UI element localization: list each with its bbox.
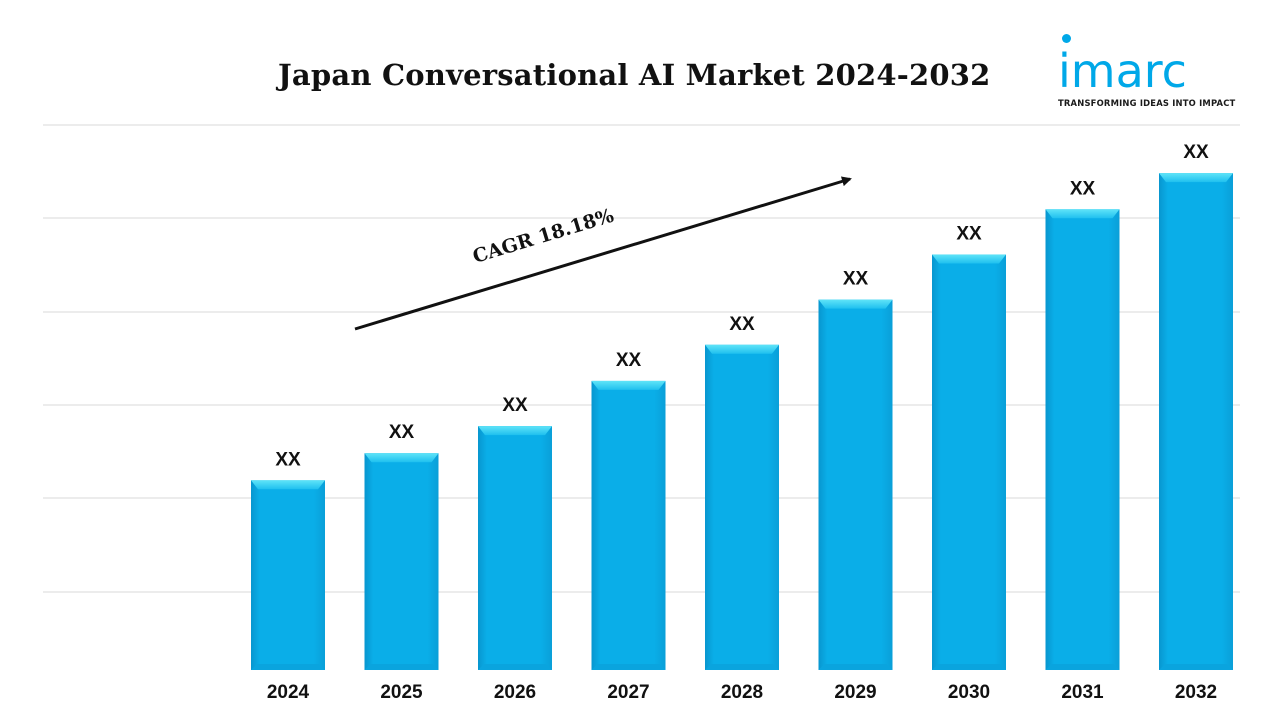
bar-cap (251, 480, 325, 490)
x-tick-label: 2028 (721, 682, 763, 703)
bar-2032 (1159, 173, 1233, 670)
bar-base (1045, 664, 1120, 670)
cagr-label: CAGR 18.18% (470, 205, 616, 268)
bar-body (364, 453, 439, 670)
bar-cap (1045, 209, 1120, 219)
bar-data-label: XX (389, 422, 415, 443)
bar-base (478, 664, 552, 670)
bar-data-label: XX (843, 269, 869, 290)
bar-base (932, 664, 1006, 670)
bar-body (478, 426, 552, 670)
bar-2024 (251, 480, 325, 670)
bar-body (818, 299, 893, 670)
logo-wordmark: imarc (1058, 44, 1187, 98)
chart-title: Japan Conversational AI Market 2024-2032 (278, 58, 991, 92)
bar-base (818, 664, 893, 670)
logo-dot-icon (1062, 34, 1071, 43)
bar-data-label: XX (1070, 178, 1096, 199)
cagr-annotation: CAGR 18.18% (354, 176, 852, 331)
x-tick-label: 2025 (380, 682, 423, 703)
x-tick-label: 2027 (607, 682, 649, 703)
bar-cap (478, 426, 552, 436)
imarc-logo: imarc TRANSFORMING IDEAS INTO IMPACT (1050, 28, 1240, 112)
bar-cap (1159, 173, 1233, 183)
bar-body (705, 344, 779, 670)
bar-data-label: XX (275, 449, 301, 470)
bar-body (591, 380, 666, 670)
bar-cap (818, 299, 893, 309)
bar-body (251, 480, 325, 670)
bar-2027 (591, 380, 666, 670)
bar-2030 (932, 254, 1006, 670)
bar-cap (591, 380, 666, 390)
bars (251, 173, 1233, 671)
bar-2028 (705, 344, 779, 670)
bar-data-label: XX (1183, 142, 1209, 163)
cagr-arrow (354, 176, 852, 331)
bar-2026 (478, 426, 552, 670)
x-tick-label: 2024 (267, 682, 310, 703)
x-tick-label: 2031 (1061, 682, 1104, 703)
bar-base (705, 664, 779, 670)
bar-2029 (818, 299, 893, 670)
bar-data-label: XX (502, 395, 528, 416)
bar-data-label: XX (956, 223, 982, 244)
bar-2031 (1045, 209, 1120, 671)
bar-cap (932, 254, 1006, 264)
bar-cap (705, 344, 779, 354)
x-tick-label: 2029 (834, 682, 876, 703)
bar-base (1159, 664, 1233, 670)
bar-body (932, 254, 1006, 670)
bar-data-label: XX (729, 314, 755, 335)
bar-body (1159, 173, 1233, 670)
bar-base (364, 664, 439, 670)
bar-data-labels: XX XX XX XX XX XX XX XX XX (275, 142, 1209, 470)
x-tick-label: 2030 (948, 682, 990, 703)
bar-cap (364, 453, 439, 463)
bar-base (591, 664, 666, 670)
bar-2025 (364, 453, 439, 670)
bar-data-label: XX (616, 350, 642, 371)
bar-base (251, 664, 325, 670)
x-tick-label: 2026 (494, 682, 536, 703)
logo-tagline: TRANSFORMING IDEAS INTO IMPACT (1058, 98, 1236, 108)
x-tick-labels: 2024 2025 2026 2027 2028 2029 2030 2031 2032 (267, 682, 1217, 703)
x-tick-label: 2032 (1175, 682, 1217, 703)
bar-body (1045, 209, 1120, 671)
